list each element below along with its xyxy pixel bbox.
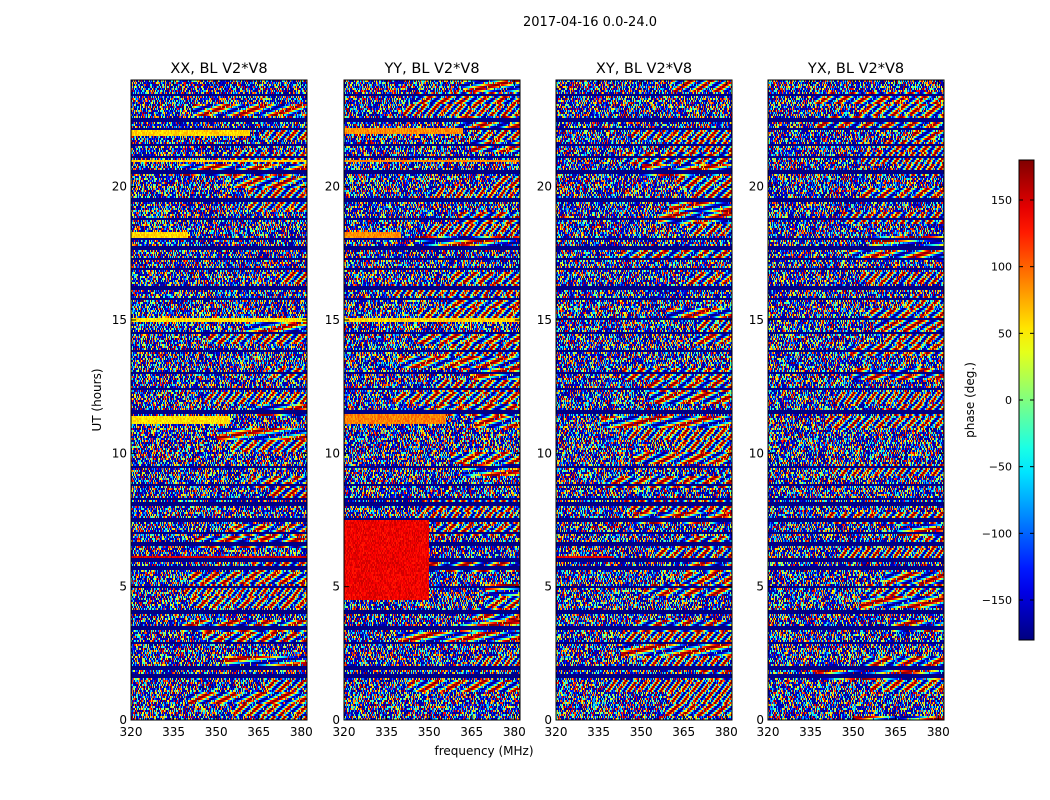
y-tick-label: 20 <box>537 180 552 194</box>
x-tick-label: 350 <box>418 725 441 739</box>
panel-title: XY, BL V2*V8 <box>596 61 692 77</box>
y-tick-label: 5 <box>332 580 340 594</box>
x-tick-label: 380 <box>290 725 313 739</box>
x-tick-label: 335 <box>587 725 610 739</box>
y-tick-label: 10 <box>537 446 552 460</box>
y-tick-label: 15 <box>325 313 340 327</box>
x-tick-label: 380 <box>715 725 738 739</box>
colorbar-label: phase (deg.) <box>963 362 977 438</box>
panel-yx: YX, BL V2*V8 320 335 350 365 380 0 5 10 15 20 <box>749 61 950 739</box>
panel-title: YX, BL V2*V8 <box>807 61 904 77</box>
x-tick-label: 320 <box>757 725 780 739</box>
colorbar-tick-label: 50 <box>998 327 1012 340</box>
axes-frame <box>555 79 733 721</box>
colorbar-tick-label: 100 <box>991 261 1012 274</box>
x-tick-label: 320 <box>545 725 568 739</box>
y-tick-label: 10 <box>112 446 127 460</box>
x-tick-label: 365 <box>247 725 270 739</box>
axes-frame <box>767 79 945 721</box>
axes-frame <box>130 79 308 721</box>
y-tick-label: 0 <box>756 713 764 727</box>
colorbar-tick-label: 150 <box>991 194 1012 207</box>
x-tick-label: 365 <box>672 725 695 739</box>
y-tick-label: 10 <box>749 446 764 460</box>
y-tick-label: 0 <box>332 713 340 727</box>
y-tick-label: 20 <box>325 180 340 194</box>
x-tick-label: 365 <box>884 725 907 739</box>
y-tick-label: 5 <box>756 580 764 594</box>
y-tick-label: 10 <box>325 446 340 460</box>
x-tick-label: 380 <box>503 725 526 739</box>
colorbar-tick-label: −150 <box>982 594 1012 607</box>
x-tick-label: 335 <box>375 725 398 739</box>
x-tick-label: 320 <box>333 725 356 739</box>
y-axis-label: UT (hours) <box>90 368 104 431</box>
y-tick-label: 15 <box>749 313 764 327</box>
y-tick-label: 20 <box>749 180 764 194</box>
x-axis-label: frequency (MHz) <box>434 744 533 758</box>
y-tick-label: 5 <box>119 580 127 594</box>
phase-heatmap <box>131 80 307 720</box>
panel-xy: XY, BL V2*V8 320 335 350 365 380 0 5 10 15 20 <box>537 61 738 739</box>
colorbar-tick-label: −50 <box>989 461 1012 474</box>
x-tick-label: 365 <box>460 725 483 739</box>
y-tick-label: 15 <box>112 313 127 327</box>
axes-frame <box>343 79 521 721</box>
colorbar-tick-label: −100 <box>982 527 1012 540</box>
y-tick-label: 20 <box>112 180 127 194</box>
y-tick-label: 0 <box>544 713 552 727</box>
panel-xx: XX, BL V2*V8 320 335 350 365 380 0 5 10 15 20 <box>112 61 313 739</box>
colorbar: 150 100 50 0 −50 −100 −150 <box>982 159 1035 641</box>
panel-title: YY, BL V2*V8 <box>383 61 479 77</box>
x-tick-label: 380 <box>927 725 950 739</box>
panel-yy: YY, BL V2*V8 320 335 350 365 380 0 5 10 15 20 <box>325 61 526 739</box>
x-tick-label: 350 <box>630 725 653 739</box>
colorbar-tick-label: 0 <box>1005 394 1012 407</box>
figure-suptitle: 2017-04-16 0.0-24.0 <box>523 15 657 30</box>
panel-title: XX, BL V2*V8 <box>170 61 267 77</box>
phase-heatmap <box>556 80 732 720</box>
y-tick-label: 5 <box>544 580 552 594</box>
y-tick-label: 15 <box>537 313 552 327</box>
x-tick-label: 350 <box>205 725 228 739</box>
phase-heatmap <box>768 80 944 720</box>
phase-heatmap <box>344 80 520 720</box>
y-tick-label: 0 <box>119 713 127 727</box>
x-tick-label: 335 <box>799 725 822 739</box>
x-tick-label: 335 <box>162 725 185 739</box>
x-tick-label: 320 <box>120 725 143 739</box>
x-tick-label: 350 <box>842 725 865 739</box>
